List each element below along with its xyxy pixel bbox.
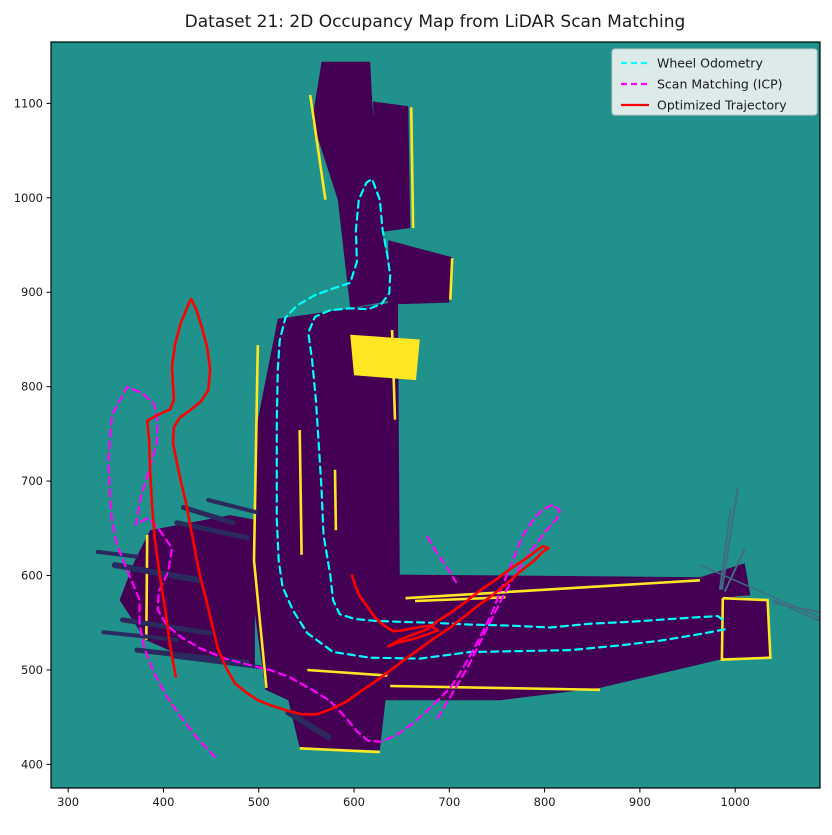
occupied-region (388, 240, 453, 305)
scan-ray (172, 654, 262, 670)
x-tick-label: 700 (438, 795, 460, 809)
axes-frame (50, 41, 821, 789)
scan-ray (723, 548, 746, 593)
y-tick-label: 700 (21, 474, 43, 488)
scan-ray (111, 562, 203, 584)
scan-ray (206, 498, 259, 515)
x-tick-label: 600 (343, 795, 365, 809)
occupied-region (312, 61, 395, 309)
legend-box (611, 48, 818, 116)
free-boundary (333, 469, 338, 531)
free-boundary (720, 596, 772, 661)
y-tick-label: 900 (21, 285, 43, 299)
x-tick-label: 1000 (721, 795, 750, 809)
occupied-region (373, 101, 411, 233)
x-tick-label: 300 (57, 795, 79, 809)
occupied-region (119, 515, 255, 666)
scan-matching-icp--path (426, 535, 458, 584)
y-tick-label: 800 (21, 380, 43, 394)
wheel-odometry-path (275, 177, 726, 660)
free-boundary (307, 668, 388, 677)
free-boundary (449, 258, 454, 300)
y-tick-label: 400 (21, 757, 43, 771)
legend-label-optimized-trajectory: Optimized Trajectory (657, 98, 787, 113)
optimized-trajectory-path (145, 297, 550, 716)
y-tick-label: 1100 (14, 96, 43, 110)
trajectory-layer (107, 177, 726, 758)
scan-ray (720, 486, 739, 590)
free-boundary (252, 345, 268, 689)
legend: Wheel Odometry Scan Matching (ICP) Optim… (611, 48, 818, 116)
occupied-region (253, 301, 771, 751)
free-boundary (308, 94, 327, 200)
scan-ray (95, 549, 139, 559)
x-tick-label: 500 (248, 795, 270, 809)
x-tick-label: 800 (534, 795, 556, 809)
y-tick-label: 1000 (14, 191, 43, 205)
legend-label-scan-matching: Scan Matching (ICP) (657, 77, 783, 92)
legend-item-scan-matching: Scan Matching (ICP) (621, 77, 783, 92)
x-tick-label: 400 (152, 795, 174, 809)
scan-matching-icp--path (107, 385, 562, 758)
plot-title: Dataset 21: 2D Occupancy Map from LiDAR … (185, 12, 686, 32)
free-boundary (390, 329, 397, 420)
scan-ray (174, 520, 250, 541)
free-boundary (299, 747, 380, 754)
scan-ray (134, 647, 250, 665)
y-tick-label: 600 (21, 569, 43, 583)
legend-item-wheel-odometry: Wheel Odometry (621, 56, 763, 71)
scan-ray (699, 564, 820, 619)
occupancy-map-layer (95, 61, 820, 754)
legend-label-wheel-odometry: Wheel Odometry (657, 56, 763, 71)
y-tick-label: 500 (21, 663, 43, 677)
axis-ticks: 300 400 500 600 700 800 900 1000 400 500 600 700 800… (14, 96, 750, 809)
scan-ray (718, 510, 732, 590)
x-tick-label: 900 (629, 795, 651, 809)
free-boundary (405, 579, 700, 600)
scan-ray (285, 709, 332, 740)
legend-item-optimized-trajectory: Optimized Trajectory (621, 98, 787, 113)
free-boundary (409, 107, 415, 229)
free-boundary (298, 430, 303, 555)
free-boundary (390, 684, 600, 692)
scan-ray (181, 505, 236, 526)
scan-ray (101, 630, 179, 642)
free-space-patch (350, 334, 420, 381)
